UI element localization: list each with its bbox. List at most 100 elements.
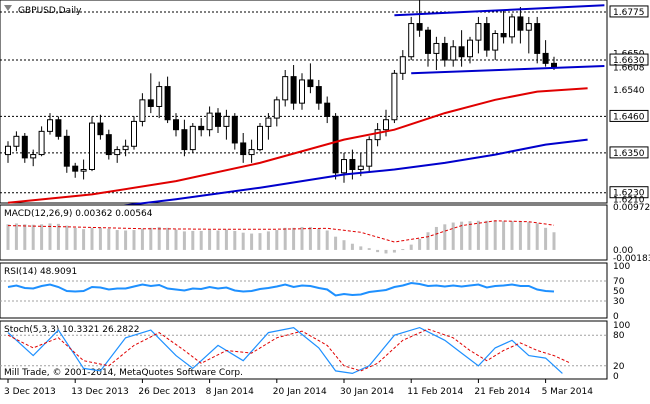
rsi-path [7, 281, 555, 297]
candle-body [500, 33, 507, 38]
price-tick-box [609, 5, 649, 18]
indicator-lines [7, 4, 605, 211]
macd-histogram-bar [224, 229, 228, 250]
candle-body [509, 16, 515, 38]
rsi-tick-label: 100 [613, 262, 630, 272]
macd-histogram-bar [241, 232, 245, 250]
macd-histogram-bar [115, 230, 119, 250]
candle-body [80, 168, 87, 172]
candle-body [324, 102, 331, 117]
macd-tick-label: -0.00183 [613, 254, 650, 264]
candle-body [105, 134, 112, 156]
macd-histogram-bar [56, 223, 60, 250]
time-tick-label: 8 Jan 2014 [206, 387, 254, 397]
macd-histogram-bar [82, 229, 86, 250]
time-tick-label: 11 Feb 2014 [407, 387, 463, 397]
candle-body [525, 23, 532, 31]
macd-histogram-bar [350, 243, 354, 250]
price-axis: 1.67751.66501.66301.66081.65401.64601.63… [609, 5, 649, 205]
macd-histogram-bar [107, 228, 111, 250]
candle-body [257, 125, 263, 151]
candle-body [21, 135, 28, 159]
time-tick-label: 20 Jan 2014 [273, 387, 327, 397]
macd-histogram-bar [468, 221, 472, 250]
candle-body [97, 122, 104, 136]
candle-body [173, 119, 179, 131]
macd-histogram-bar [552, 232, 556, 250]
candle-body [181, 129, 188, 151]
price-panel: GBPUSD,Daily 1.67751.66501.66301.66081.6… [0, 0, 649, 211]
stoch-tick-label: 20 [613, 362, 625, 372]
rsi-line [7, 281, 555, 297]
copyright-text: Mill Trade, © 2001-2014, MetaQuotes Soft… [4, 368, 243, 378]
macd-label: MACD(12,26,9) 0.00362 0.00564 [4, 209, 153, 219]
macd-histogram-bar [359, 246, 363, 250]
time-tick-label: 3 Dec 2013 [4, 387, 56, 397]
macd-histogram-bar [535, 223, 539, 250]
chart-collapse-triangle-icon[interactable] [4, 5, 12, 11]
candle-body [433, 42, 440, 54]
price-tick-box [609, 146, 649, 159]
channel-lower-line [411, 65, 605, 75]
rsi-panel-frame [0, 262, 608, 319]
candle-body [231, 115, 238, 144]
time-tick-label: 26 Dec 2013 [138, 387, 196, 397]
macd-histogram [6, 220, 556, 254]
candle-body [282, 76, 289, 101]
macd-histogram-bar [233, 230, 237, 250]
candle-body [383, 119, 389, 131]
macd-signal-line [7, 220, 555, 243]
candle-body [315, 86, 322, 104]
candle-body [63, 135, 70, 167]
candle-body [534, 23, 541, 54]
time-tick-label: 30 Jan 2014 [340, 387, 394, 397]
rsi-levels [0, 280, 607, 302]
candle-body [89, 122, 95, 170]
candle-body [131, 120, 137, 147]
macd-signal-path [7, 220, 555, 243]
candle-body [248, 149, 255, 156]
candle-body [55, 119, 62, 137]
macd-histogram-bar [40, 224, 44, 250]
macd-histogram-bar [443, 224, 447, 250]
candle-body [341, 159, 347, 174]
macd-tick-label: 0.00 [613, 246, 633, 256]
stoch-main-path [7, 326, 563, 375]
macd-histogram-bar [426, 232, 430, 250]
candle-body [483, 23, 490, 51]
macd-histogram-bar [476, 220, 480, 250]
macd-histogram-bar [208, 230, 212, 250]
candle-body [198, 125, 205, 131]
time-tick-label: 21 Feb 2014 [474, 387, 530, 397]
macd-histogram-bar [544, 227, 548, 250]
candles [5, 0, 557, 183]
macd-histogram-bar [392, 249, 396, 253]
candle-body [72, 165, 79, 172]
time-axis: 3 Dec 2013 13 Dec 2013 26 Dec 2013 8 Jan 20… [4, 379, 593, 397]
macd-histogram-bar [258, 233, 262, 250]
price-tick-label: 1.6460 [613, 112, 645, 122]
macd-histogram-bar [334, 236, 338, 250]
macd-histogram-bar [485, 220, 489, 250]
rsi-tick-label: 30 [613, 297, 625, 307]
candle-body [542, 52, 549, 64]
macd-histogram-bar [283, 227, 287, 250]
candle-body [374, 129, 381, 141]
candle-body [189, 125, 196, 151]
candle-body [349, 159, 356, 170]
macd-histogram-bar [250, 233, 254, 250]
price-tick-label: 1.6608 [613, 63, 645, 73]
macd-histogram-bar [216, 230, 220, 250]
stoch-tick-label: 100 [613, 321, 630, 331]
candle-body [240, 142, 247, 156]
macd-histogram-bar [199, 230, 203, 250]
candle-body [223, 115, 230, 127]
macd-histogram-bar [191, 230, 195, 250]
macd-histogram-bar [174, 229, 178, 250]
price-tick-label: 1.6230 [613, 189, 645, 199]
macd-tick-label: 0.00972 [613, 203, 650, 213]
stoch-tick-label: 80 [613, 331, 625, 341]
